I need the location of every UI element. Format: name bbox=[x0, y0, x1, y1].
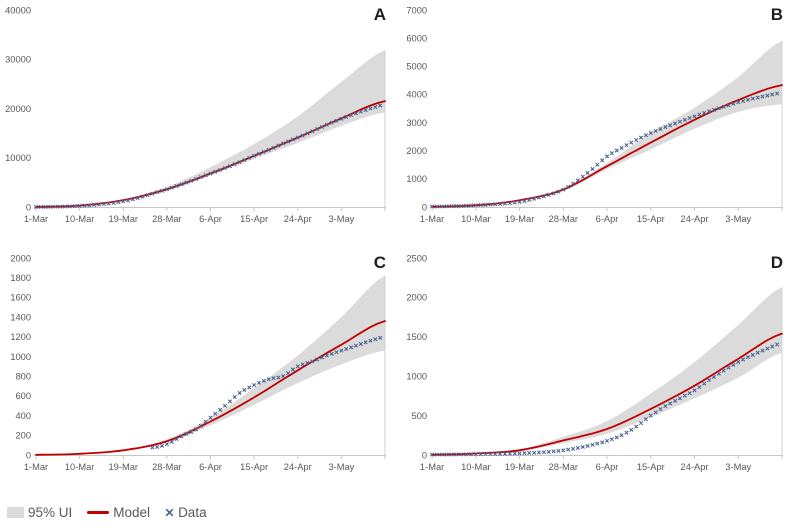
svg-text:1500: 1500 bbox=[406, 332, 427, 342]
svg-text:10-Mar: 10-Mar bbox=[65, 214, 94, 224]
chart-svg-c: 1-Mar 10-Mar 19-Mar 28-Mar 6-Apr 15-Apr 24-Apr… bbox=[10, 253, 386, 472]
svg-text:6-Apr: 6-Apr bbox=[199, 214, 222, 224]
svg-text:3-May: 3-May bbox=[725, 214, 751, 224]
svg-text:3000: 3000 bbox=[406, 118, 427, 128]
panel-label-d: D bbox=[770, 253, 783, 272]
svg-text:19-Mar: 19-Mar bbox=[109, 214, 138, 224]
svg-text:1200: 1200 bbox=[10, 332, 31, 342]
chart-legend: 95% UI Model Data bbox=[0, 496, 793, 528]
svg-text:15-Apr: 15-Apr bbox=[240, 214, 268, 224]
svg-text:7000: 7000 bbox=[406, 5, 427, 15]
svg-text:19-Mar: 19-Mar bbox=[109, 462, 138, 472]
svg-text:4000: 4000 bbox=[406, 90, 427, 100]
svg-text:28-Mar: 28-Mar bbox=[152, 462, 181, 472]
legend-item-95ui: 95% UI bbox=[7, 505, 72, 520]
svg-text:2000: 2000 bbox=[406, 146, 427, 156]
svg-text:24-Apr: 24-Apr bbox=[681, 462, 709, 472]
svg-text:0: 0 bbox=[422, 202, 427, 212]
svg-text:1800: 1800 bbox=[10, 273, 31, 283]
chart-svg-a: 1-Mar 10-Mar 19-Mar 28-Mar 6-Apr 15-Apr 24-Apr… bbox=[5, 5, 386, 224]
svg-text:19-Mar: 19-Mar bbox=[505, 214, 534, 224]
legend-item-data: Data bbox=[165, 505, 207, 520]
panel-label-c: C bbox=[373, 253, 386, 272]
svg-text:500: 500 bbox=[412, 411, 428, 421]
svg-text:200: 200 bbox=[15, 431, 31, 441]
svg-text:1000: 1000 bbox=[10, 352, 31, 362]
svg-text:400: 400 bbox=[15, 411, 31, 421]
svg-text:1-Mar: 1-Mar bbox=[420, 214, 444, 224]
svg-text:0: 0 bbox=[26, 202, 31, 212]
svg-text:800: 800 bbox=[15, 372, 31, 382]
svg-text:20000: 20000 bbox=[5, 104, 31, 114]
svg-text:28-Mar: 28-Mar bbox=[152, 214, 181, 224]
panel-label-a: A bbox=[373, 5, 386, 24]
svg-text:6000: 6000 bbox=[406, 33, 427, 43]
svg-text:0: 0 bbox=[26, 450, 31, 460]
chart-svg-b: 1-Mar 10-Mar 19-Mar 28-Mar 6-Apr 15-Apr 24-Apr… bbox=[406, 5, 783, 224]
svg-text:1400: 1400 bbox=[10, 312, 31, 322]
chart-panel-c: 1-Mar 10-Mar 19-Mar 28-Mar 6-Apr 15-Apr 24-Apr… bbox=[0, 248, 396, 496]
chart-panel-d: 1-Mar 10-Mar 19-Mar 28-Mar 6-Apr 15-Apr 24-Apr… bbox=[396, 248, 793, 496]
band-swatch-icon bbox=[7, 506, 24, 518]
chart-grid: 1-Mar 10-Mar 19-Mar 28-Mar 6-Apr 15-Apr 24-Apr… bbox=[0, 0, 793, 496]
svg-text:5000: 5000 bbox=[406, 62, 427, 72]
svg-text:1600: 1600 bbox=[10, 293, 31, 303]
svg-text:24-Apr: 24-Apr bbox=[284, 214, 312, 224]
svg-text:10000: 10000 bbox=[5, 153, 31, 163]
svg-text:24-Apr: 24-Apr bbox=[681, 214, 709, 224]
svg-text:2500: 2500 bbox=[406, 253, 427, 263]
svg-text:3-May: 3-May bbox=[328, 462, 354, 472]
svg-text:3-May: 3-May bbox=[328, 214, 354, 224]
svg-text:0: 0 bbox=[422, 450, 427, 460]
svg-text:28-Mar: 28-Mar bbox=[549, 462, 578, 472]
svg-text:600: 600 bbox=[15, 391, 31, 401]
svg-text:19-Mar: 19-Mar bbox=[505, 462, 534, 472]
legend-label-data: Data bbox=[178, 504, 207, 520]
legend-label-95ui: 95% UI bbox=[28, 504, 73, 520]
svg-text:6-Apr: 6-Apr bbox=[596, 214, 619, 224]
svg-text:10-Mar: 10-Mar bbox=[65, 462, 94, 472]
chart-svg-d: 1-Mar 10-Mar 19-Mar 28-Mar 6-Apr 15-Apr 24-Apr… bbox=[406, 253, 783, 472]
svg-text:3-May: 3-May bbox=[725, 462, 751, 472]
data-marker-icon bbox=[165, 508, 174, 516]
svg-text:2000: 2000 bbox=[406, 293, 427, 303]
chart-panel-a: 1-Mar 10-Mar 19-Mar 28-Mar 6-Apr 15-Apr 24-Apr… bbox=[0, 0, 396, 248]
svg-text:1-Mar: 1-Mar bbox=[24, 462, 48, 472]
svg-text:40000: 40000 bbox=[5, 5, 31, 15]
legend-label-model: Model bbox=[113, 504, 151, 520]
svg-text:6-Apr: 6-Apr bbox=[596, 462, 619, 472]
svg-text:1-Mar: 1-Mar bbox=[24, 214, 48, 224]
svg-text:1-Mar: 1-Mar bbox=[420, 462, 444, 472]
panel-label-b: B bbox=[770, 5, 783, 24]
svg-text:24-Apr: 24-Apr bbox=[284, 462, 312, 472]
legend-item-model: Model bbox=[87, 505, 150, 520]
svg-text:10-Mar: 10-Mar bbox=[461, 462, 490, 472]
svg-text:30000: 30000 bbox=[5, 55, 31, 65]
svg-text:15-Apr: 15-Apr bbox=[637, 214, 665, 224]
svg-text:15-Apr: 15-Apr bbox=[240, 462, 268, 472]
model-line-swatch-icon bbox=[87, 510, 110, 514]
svg-text:2000: 2000 bbox=[10, 253, 31, 263]
svg-text:1000: 1000 bbox=[406, 372, 427, 382]
svg-text:28-Mar: 28-Mar bbox=[549, 214, 578, 224]
svg-text:10-Mar: 10-Mar bbox=[461, 214, 490, 224]
svg-text:6-Apr: 6-Apr bbox=[199, 462, 222, 472]
svg-text:15-Apr: 15-Apr bbox=[637, 462, 665, 472]
chart-panel-b: 1-Mar 10-Mar 19-Mar 28-Mar 6-Apr 15-Apr 24-Apr… bbox=[396, 0, 793, 248]
svg-text:1000: 1000 bbox=[406, 174, 427, 184]
